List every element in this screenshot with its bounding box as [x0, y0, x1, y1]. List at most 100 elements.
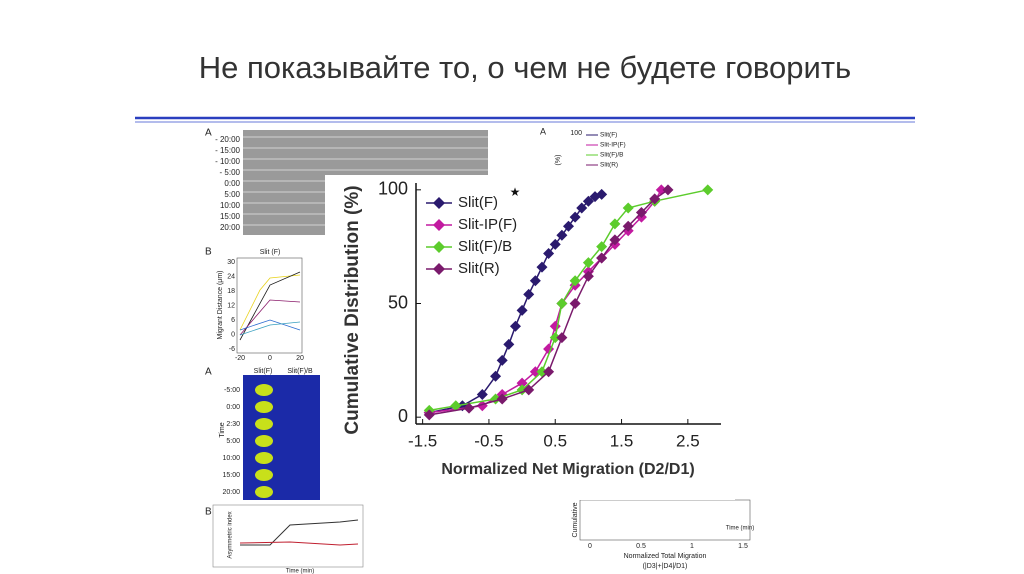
legend-marker: [433, 263, 445, 275]
figure-label: -5:00: [224, 387, 240, 394]
cell-blob: [255, 452, 273, 464]
data-point: [556, 332, 568, 344]
figure-label: 6: [231, 317, 235, 324]
legend-marker: [433, 241, 445, 253]
figure-label: 0: [268, 355, 272, 362]
figure-label: (|D3|+|D4|/D1): [643, 563, 688, 570]
data-point: [596, 241, 608, 253]
figure-label: 100: [570, 130, 582, 137]
data-point: [556, 229, 568, 241]
figure-label: Slit(F)/B: [287, 368, 313, 375]
fluorescence-image: [243, 375, 320, 500]
data-point: [476, 388, 488, 400]
figure-label: Slit (F): [260, 249, 281, 256]
data-point: [582, 195, 594, 207]
figure-label: Slit(F): [254, 368, 273, 375]
figure-label: Asymmetric index: [228, 511, 234, 558]
figure-label: 30: [227, 259, 235, 266]
figure-trace: [239, 321, 301, 336]
figure-label: - 10:00: [215, 157, 240, 166]
figure-trace: [239, 299, 301, 336]
data-point: [609, 234, 621, 246]
figure-label: 15:00: [222, 472, 240, 479]
cell-blob: [255, 384, 273, 396]
figure-label: Normalized Total Migration: [624, 553, 707, 560]
figure-label: 0:00: [226, 404, 240, 411]
legend-label: Slit(F): [458, 194, 498, 211]
x-tick-label: -1.5: [408, 431, 437, 450]
data-point: [516, 377, 528, 389]
annotation: ★: [510, 185, 521, 199]
data-point: [702, 184, 714, 196]
data-point: [549, 332, 561, 344]
data-point: [622, 220, 634, 232]
data-point: [463, 402, 475, 414]
x-axis-label: Normalized Net Migration (D2/D1): [441, 461, 694, 478]
figure-label: 18: [227, 288, 235, 295]
figure-label: - 5:00: [220, 168, 241, 177]
data-point: [576, 202, 588, 214]
figure-label: A: [540, 126, 546, 136]
y-tick-label: 100: [378, 179, 408, 199]
figure-trace: [239, 541, 359, 546]
data-point: [569, 211, 581, 223]
figure-label: 24: [227, 273, 235, 280]
legend-label: Slit(R): [458, 260, 500, 277]
figure-label: 20: [296, 355, 304, 362]
cell-blob: [255, 418, 273, 430]
data-point: [450, 400, 462, 412]
data-point: [509, 320, 521, 332]
x-tick-label: -0.5: [474, 431, 503, 450]
data-point: [563, 220, 574, 232]
data-point: [596, 188, 608, 200]
data-point: [649, 193, 661, 205]
figure-label: 20:00: [220, 223, 241, 232]
data-point: [569, 298, 581, 309]
data-point: [523, 288, 535, 300]
y-axis-label: Cumulative Distribution (%): [342, 185, 363, 434]
figure-label: -6: [229, 346, 235, 353]
x-tick-label: 2.5: [676, 431, 700, 450]
y-tick-label: 50: [388, 292, 408, 312]
figure-label: Cumulative: [572, 502, 579, 537]
data-point: [523, 384, 535, 396]
figure-label: Slit-IP(F): [600, 142, 626, 149]
figure-label: 0: [588, 543, 592, 550]
chart-background: [325, 175, 735, 500]
cell-blob: [255, 469, 273, 481]
legend-marker: [433, 219, 445, 231]
figure-label: - 20:00: [215, 135, 240, 144]
legend-marker: [433, 197, 445, 209]
figure-label: 10:00: [220, 201, 241, 210]
figure-label: Time: [219, 422, 226, 437]
figure-label: 5:00: [226, 438, 240, 445]
data-point: [556, 298, 568, 309]
figure-label: 12: [227, 302, 235, 309]
figure-label: 0:00: [224, 179, 240, 188]
figure-label: 1: [690, 543, 694, 550]
figure-label: -20: [235, 355, 245, 362]
data-point: [423, 409, 435, 421]
figure-label: Time (min): [726, 526, 754, 532]
figure-trace: [240, 519, 359, 546]
figure-label: 15:00: [220, 212, 241, 221]
figure-trace: [239, 274, 301, 331]
plot-panel: [236, 257, 303, 354]
plot-panel: [212, 504, 364, 568]
x-tick-label: 1.5: [610, 431, 634, 450]
data-point: [543, 366, 555, 378]
data-point: [543, 247, 555, 259]
figure-label: 2:30: [226, 421, 240, 428]
figure-trace: [239, 319, 301, 331]
inset-panel: [555, 125, 730, 180]
figure-label: Slit(R): [600, 162, 618, 169]
x-tick-label: 0.5: [543, 431, 567, 450]
figure-label: Slit(F): [600, 132, 617, 139]
data-point: [569, 275, 581, 287]
figure-label: 5:00: [224, 190, 240, 199]
data-point: [549, 238, 561, 250]
data-point: [496, 354, 508, 366]
figure-label: B: [205, 507, 212, 518]
figure-label: Migrant Distance (μm): [217, 271, 224, 340]
